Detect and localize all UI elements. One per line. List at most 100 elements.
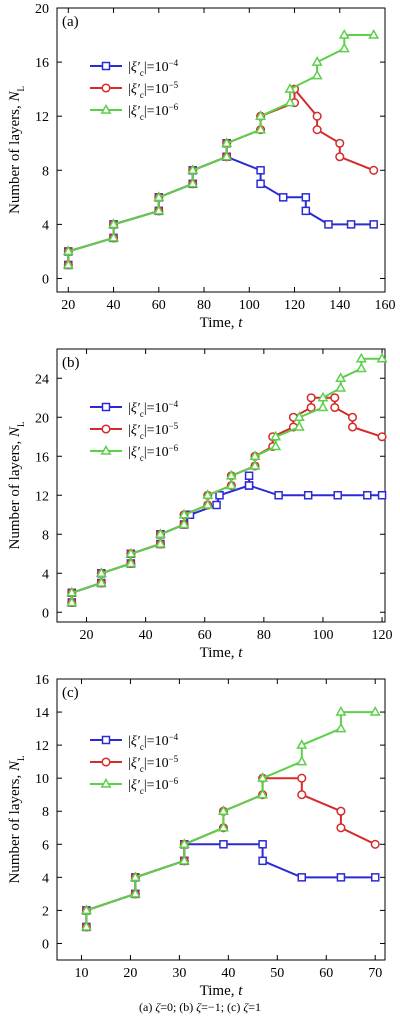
data-point — [66, 586, 78, 597]
data-point — [312, 111, 322, 121]
x-tick-label: 100 — [312, 628, 333, 643]
data-point — [297, 873, 307, 882]
legend: |ξ′c|=10−4|ξ′c|=10−5|ξ′c|=10−6 — [90, 732, 179, 796]
legend-marker — [101, 757, 111, 767]
y-tick-label: 2 — [42, 904, 49, 919]
x-tick-label: 60 — [319, 966, 333, 981]
data-point — [129, 871, 141, 882]
plot-frame — [56, 7, 386, 293]
data-point — [335, 152, 345, 162]
y-tick-label: 16 — [35, 450, 49, 465]
data-point — [284, 96, 296, 107]
data-point — [355, 352, 367, 363]
data-point — [311, 69, 323, 80]
legend: |ξ′c|=10−4|ξ′c|=10−5|ξ′c|=10−6 — [90, 399, 179, 463]
x-tick-label: 30 — [172, 966, 186, 981]
legend-entry: |ξ′c|=10−5 — [128, 80, 179, 100]
x-tick-label: 160 — [375, 298, 396, 313]
x-tick-label: 10 — [74, 966, 88, 981]
series-2 — [62, 29, 380, 269]
data-point — [369, 706, 381, 716]
y-tick-label: 16 — [35, 673, 49, 688]
data-point — [355, 362, 367, 373]
y-tick-label: 0 — [42, 937, 49, 952]
legend: |ξ′c|=10−4|ξ′c|=10−5|ξ′c|=10−6 — [90, 58, 179, 122]
data-point — [293, 420, 305, 431]
data-point — [301, 206, 311, 216]
y-tick-label: 0 — [42, 272, 49, 287]
y-tick-label: 20 — [35, 2, 49, 17]
data-point — [108, 218, 120, 229]
data-point — [338, 29, 350, 39]
y-tick-label: 4 — [42, 567, 49, 582]
data-point — [336, 806, 346, 816]
legend-entry: |ξ′c|=10−4 — [128, 399, 179, 419]
data-point — [187, 164, 199, 175]
data-point — [108, 231, 120, 242]
data-point — [258, 840, 267, 849]
series-1 — [81, 773, 380, 932]
series-1 — [67, 393, 387, 608]
data-point — [66, 596, 78, 607]
data-point — [202, 489, 214, 499]
x-axis-label: Time, t — [200, 645, 244, 661]
data-point — [154, 537, 166, 548]
data-point — [335, 138, 345, 148]
x-tick-label: 40 — [139, 628, 153, 643]
y-tick-label: 14 — [35, 706, 49, 721]
data-point — [255, 110, 267, 120]
data-point — [202, 498, 214, 509]
data-point — [153, 191, 165, 202]
data-point — [347, 412, 358, 422]
legend-marker — [101, 402, 111, 412]
data-point — [377, 491, 387, 500]
chart-panel-2: 10 20 30 40 50 60 70 0 2 4 6 8 10 12 14 16 (c) Time, t Num… — [7, 673, 386, 999]
legend-entry: |ξ′c|=10−5 — [128, 754, 179, 774]
x-axis-label: Time, t — [200, 983, 244, 999]
data-point — [306, 393, 316, 403]
y-axis-label: Number of layers, NL — [7, 422, 26, 550]
data-point — [270, 440, 282, 451]
figure-caption: (a) ζ=0; (b) ζ=−1; (c) ζ=1 — [139, 1000, 261, 1014]
x-tick-label: 50 — [270, 966, 284, 981]
legend-entry: |ξ′c|=10−6 — [128, 443, 179, 463]
panel-label: (c) — [62, 685, 79, 701]
legend-marker — [101, 61, 111, 71]
data-point — [129, 887, 141, 898]
data-point — [225, 479, 237, 490]
legend-marker — [100, 103, 112, 114]
y-axis-label: Number of layers, NL — [7, 86, 26, 214]
data-point — [312, 125, 322, 135]
x-tick-label: 40 — [107, 298, 121, 313]
data-point — [217, 805, 229, 815]
y-tick-label: 10 — [35, 772, 49, 787]
plot-frame — [56, 348, 386, 623]
panel-label: (a) — [62, 14, 79, 30]
data-point — [258, 856, 267, 866]
data-point — [62, 258, 74, 269]
data-point — [215, 491, 224, 500]
data-point — [370, 839, 380, 849]
data-point — [284, 83, 296, 93]
data-point — [257, 788, 269, 799]
legend-marker — [101, 424, 111, 434]
chart-panel-1: 20 40 60 80 100 120 0 4 8 12 16 20 24 (b) Time, t Numbe… — [7, 348, 393, 661]
data-point — [62, 245, 74, 256]
data-point — [249, 459, 261, 470]
series-line — [67, 143, 374, 265]
data-point — [244, 471, 254, 480]
y-tick-label: 8 — [42, 528, 49, 543]
data-point — [178, 508, 190, 519]
series-0 — [67, 471, 387, 607]
data-point — [221, 137, 233, 147]
x-tick-label: 20 — [123, 966, 137, 981]
data-point — [178, 838, 190, 849]
y-tick-label: 12 — [35, 489, 49, 504]
legend-marker — [100, 777, 112, 788]
y-tick-label: 24 — [35, 372, 49, 387]
data-point — [217, 821, 229, 832]
y-tick-label: 20 — [35, 411, 49, 426]
legend-entry: |ξ′c|=10−4 — [128, 58, 179, 78]
series-line — [67, 34, 374, 265]
data-point — [278, 193, 288, 202]
